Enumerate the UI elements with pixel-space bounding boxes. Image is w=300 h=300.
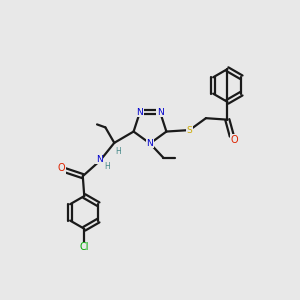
Text: N: N [136,108,143,117]
Text: Cl: Cl [80,242,89,252]
Text: O: O [230,135,238,145]
Text: S: S [187,126,193,135]
Text: N: N [96,155,103,164]
Text: N: N [147,139,153,148]
Text: H: H [105,162,110,171]
Text: H: H [115,147,121,156]
Text: N: N [157,108,164,117]
Text: O: O [58,163,65,173]
